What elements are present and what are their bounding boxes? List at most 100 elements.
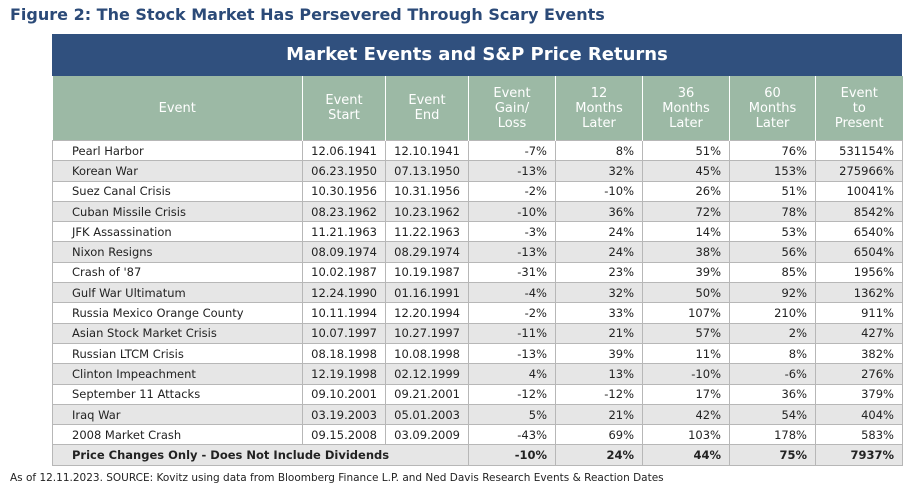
value-cell: 09.10.2001: [302, 383, 386, 405]
value-cell: 56%: [729, 241, 816, 263]
value-cell: 10.19.1987: [385, 261, 469, 284]
value-cell: 05.01.2003: [385, 403, 469, 426]
summary-label-cell: Price Changes Only - Does Not Include Di…: [52, 444, 469, 466]
value-cell: 1362%: [815, 282, 903, 304]
value-cell: 103%: [642, 424, 730, 446]
value-cell: 50%: [642, 282, 730, 304]
table-row: September 11 Attacks 09.10.2001 09.21.2001…: [52, 383, 903, 405]
value-cell: 01.16.1991: [385, 282, 469, 304]
summary-value-cell: -10%: [468, 444, 556, 466]
value-cell: 42%: [642, 403, 730, 426]
value-cell: 10.27.1997: [385, 322, 469, 344]
value-cell: 08.18.1998: [302, 342, 386, 365]
summary-value-cell: 7937%: [815, 444, 903, 466]
column-header-line: Event: [325, 93, 363, 108]
value-cell: 4%: [468, 363, 556, 385]
column-header-line: Start: [328, 108, 360, 123]
column-header: Event Start: [302, 76, 386, 141]
value-cell: 11.22.1963: [385, 221, 469, 243]
value-cell: 10.30.1956: [302, 180, 386, 202]
summary-value-cell: 75%: [729, 444, 816, 466]
value-cell: 178%: [729, 424, 816, 446]
column-header-line: End: [414, 108, 440, 123]
value-cell: 10.02.1987: [302, 261, 386, 284]
value-cell: 6504%: [815, 241, 903, 263]
value-cell: 382%: [815, 342, 903, 365]
column-header-line: Event: [840, 85, 878, 101]
value-cell: 36%: [729, 383, 816, 405]
value-cell: 24%: [555, 221, 643, 243]
table-row: Nixon Resigns 08.09.1974 08.29.1974 -13% 24%…: [52, 241, 903, 263]
value-cell: 76%: [729, 139, 816, 162]
figure-title: Figure 2: The Stock Market Has Persevere…: [10, 5, 605, 24]
value-cell: 09.21.2001: [385, 383, 469, 405]
value-cell: 69%: [555, 424, 643, 446]
value-cell: 08.09.1974: [302, 241, 386, 263]
value-cell: 427%: [815, 322, 903, 344]
value-cell: 36%: [555, 200, 643, 223]
event-name-cell: Asian Stock Market Crisis: [52, 322, 303, 344]
value-cell: 06.23.1950: [302, 160, 386, 182]
value-cell: 10.07.1997: [302, 322, 386, 344]
column-header: Event End: [385, 76, 469, 141]
column-header-line: Later: [755, 115, 790, 131]
column-header-line: Event: [493, 85, 531, 101]
column-header-line: Later: [582, 115, 616, 131]
value-cell: -12%: [468, 383, 556, 405]
table-row: Asian Stock Market Crisis 10.07.1997 10.27…: [52, 322, 903, 344]
value-cell: 45%: [642, 160, 730, 182]
value-cell: 51%: [642, 139, 730, 162]
returns-table: Event Event Start Event End Event Gain/Loss 12 M…: [52, 76, 903, 466]
value-cell: 12.19.1998: [302, 363, 386, 385]
column-header: Event Gain/Loss: [468, 76, 556, 141]
event-name-cell: Cuban Missile Crisis: [52, 200, 303, 223]
event-name-cell: Clinton Impeachment: [52, 363, 303, 385]
event-name-cell: Pearl Harbor: [52, 139, 303, 162]
table-row: Pearl Harbor 12.06.1941 12.10.1941 -7% 8% 51%…: [52, 139, 903, 162]
value-cell: 107%: [642, 302, 730, 324]
value-cell: 6540%: [815, 221, 903, 243]
value-cell: -2%: [468, 180, 556, 202]
value-cell: 2%: [729, 322, 816, 344]
value-cell: 210%: [729, 302, 816, 324]
column-header-line: 60: [764, 85, 781, 101]
value-cell: -7%: [468, 139, 556, 162]
value-cell: 10.23.1962: [385, 200, 469, 223]
value-cell: -43%: [468, 424, 556, 446]
value-cell: 531154%: [815, 139, 903, 162]
value-cell: 54%: [729, 403, 816, 426]
table-row: Cuban Missile Crisis 08.23.1962 10.23.1962…: [52, 200, 903, 223]
value-cell: 10.11.1994: [302, 302, 386, 324]
value-cell: 153%: [729, 160, 816, 182]
event-name-cell: Russian LTCM Crisis: [52, 342, 303, 365]
event-name-cell: JFK Assassination: [52, 221, 303, 243]
table-row: Russian LTCM Crisis 08.18.1998 10.08.1998-…: [52, 342, 903, 365]
table-row: 2008 Market Crash 09.15.2008 03.09.2009 -43…: [52, 424, 903, 446]
value-cell: 24%: [555, 241, 643, 263]
table-title: Market Events and S&P Price Returns: [52, 34, 902, 76]
column-header-line: Months: [662, 100, 710, 116]
value-cell: 1956%: [815, 261, 903, 284]
column-header-line: Loss: [497, 115, 527, 131]
summary-value-cell: 24%: [555, 444, 643, 466]
value-cell: 10.31.1956: [385, 180, 469, 202]
event-name-cell: Crash of '87: [52, 261, 303, 284]
value-cell: 12.06.1941: [302, 139, 386, 162]
value-cell: 26%: [642, 180, 730, 202]
value-cell: 12.20.1994: [385, 302, 469, 324]
value-cell: 08.23.1962: [302, 200, 386, 223]
value-cell: 11%: [642, 342, 730, 365]
value-cell: 276%: [815, 363, 903, 385]
value-cell: 51%: [729, 180, 816, 202]
value-cell: 09.15.2008: [302, 424, 386, 446]
table-row: Clinton Impeachment 12.19.1998 02.12.1999 4…: [52, 363, 903, 385]
header-row: Event Event Start Event End Event Gain/Loss 12 M…: [52, 76, 903, 141]
summary-value-cell: 44%: [642, 444, 730, 466]
value-cell: 8542%: [815, 200, 903, 223]
value-cell: -3%: [468, 221, 556, 243]
table-row: JFK Assassination 11.21.1963 11.22.1963 -3%…: [52, 221, 903, 243]
value-cell: -6%: [729, 363, 816, 385]
table-row: Iraq War 03.19.2003 05.01.2003 5% 21% 42% 54% 4…: [52, 403, 903, 426]
value-cell: 11.21.1963: [302, 221, 386, 243]
value-cell: 583%: [815, 424, 903, 446]
